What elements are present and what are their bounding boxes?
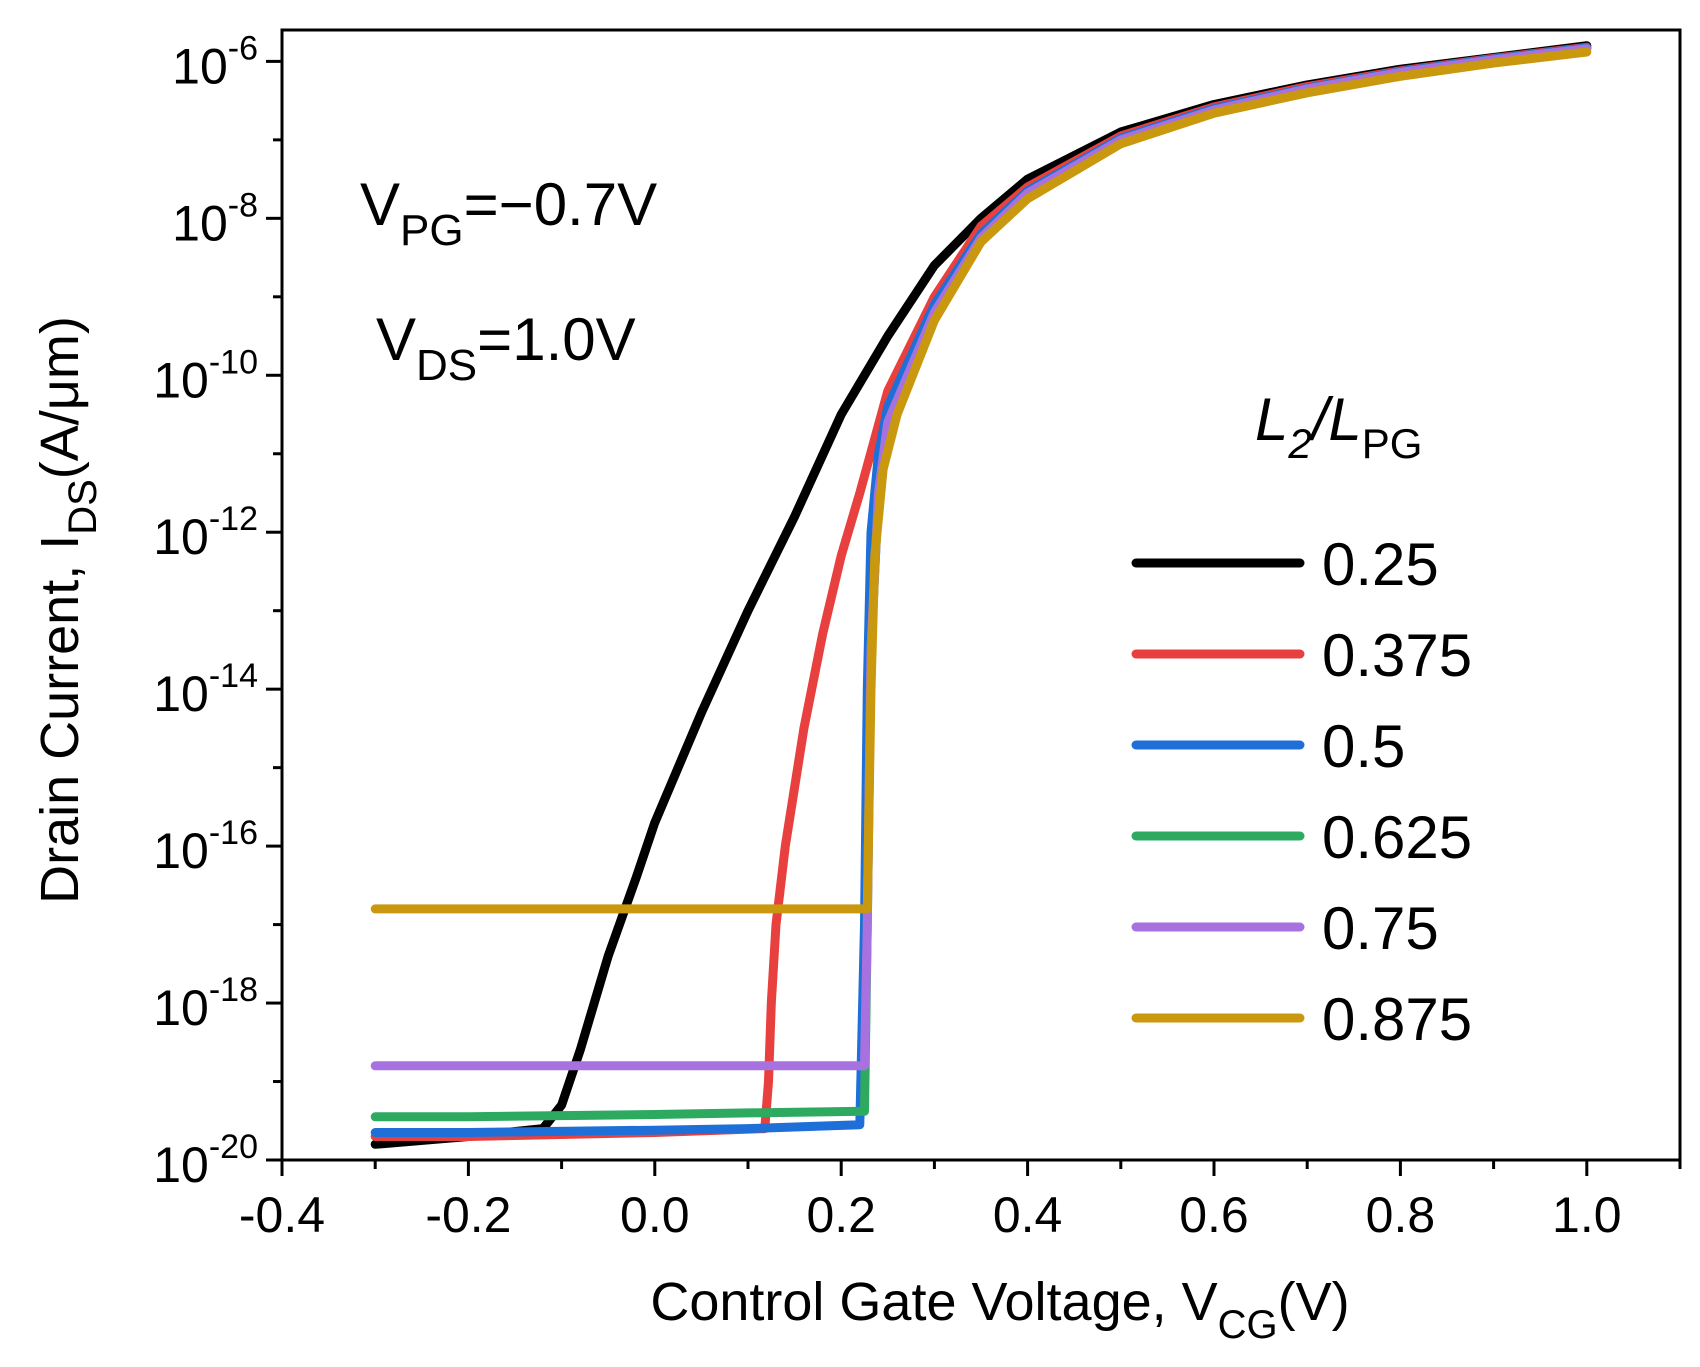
series-line-0.875	[370, 47, 1592, 914]
legend-label: 0.5	[1322, 713, 1405, 780]
legend-label: 0.375	[1322, 622, 1472, 689]
legend-label: 0.625	[1322, 804, 1472, 871]
y-tick-label: 10-20	[153, 1128, 258, 1193]
x-tick-label: 0.0	[620, 1187, 690, 1243]
x-tick-label: 0.2	[806, 1187, 876, 1243]
vpg-annotation: VPG=−0.7V	[360, 171, 657, 255]
x-tick-label: -0.4	[239, 1187, 325, 1243]
y-tick-label: 10-18	[153, 971, 258, 1036]
y-tick-label: 10-6	[172, 29, 258, 94]
legend-label: 0.75	[1322, 895, 1439, 962]
y-tick-label: 10-8	[172, 186, 258, 251]
plot-frame	[280, 28, 1682, 1162]
x-tick-label: 1.0	[1552, 1187, 1622, 1243]
vds-annotation: VDS=1.0V	[376, 306, 636, 390]
legend-label: 0.875	[1322, 986, 1472, 1053]
legend: L2/LPG 0.25 0.375 0.5 0.625 0.75 0.875	[1131, 386, 1472, 1053]
y-axis-title: Drain Current, IDS(A/μm)	[30, 316, 105, 904]
x-tick-label: 0.8	[1366, 1187, 1436, 1243]
y-tick-label: 10-10	[153, 343, 258, 408]
y-tick-label: 10-14	[153, 657, 258, 722]
legend-label: 0.25	[1322, 531, 1439, 598]
y-tick-label: 10-16	[153, 814, 258, 879]
x-tick-label: 0.4	[993, 1187, 1063, 1243]
y-tick-label: 10-12	[153, 500, 258, 565]
x-tick-label: 0.6	[1179, 1187, 1249, 1243]
x-tick-label: -0.2	[425, 1187, 511, 1243]
series-lines	[370, 41, 1592, 1149]
axis-ticks: -0.4 -0.2 0.0 0.2 0.4 0.6 0.8 1.0 10-20 10-18 10-1…	[153, 29, 1682, 1243]
x-axis-title: Control Gate Voltage, VCG(V)	[650, 1272, 1349, 1347]
legend-title: L2/LPG	[1255, 386, 1422, 467]
